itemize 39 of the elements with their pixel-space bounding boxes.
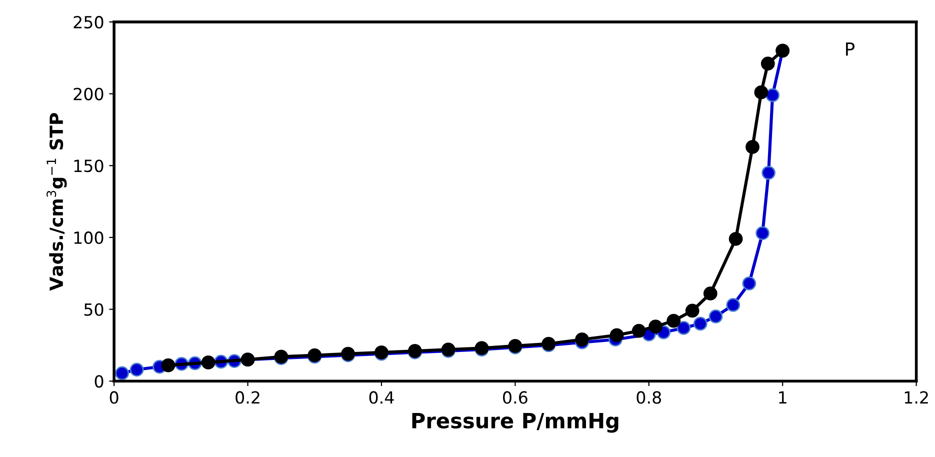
point <box>746 140 760 154</box>
x-tick-label: 1 <box>779 391 786 404</box>
point <box>693 316 708 331</box>
point <box>161 358 176 372</box>
point <box>703 286 718 300</box>
x-tick-label: 0.2 <box>236 391 260 404</box>
annotation: P <box>846 42 855 56</box>
point <box>575 332 589 346</box>
point <box>666 314 681 328</box>
y-tick-label: 150 <box>74 160 104 172</box>
point <box>708 310 723 324</box>
point <box>754 85 768 100</box>
point <box>728 232 743 246</box>
point <box>676 321 691 335</box>
y-tick-label: 50 <box>84 303 104 316</box>
point <box>726 298 740 312</box>
x-tick-label: 0.8 <box>636 391 662 404</box>
y-tick-label: 100 <box>74 231 104 244</box>
y-tick-label: 0 <box>94 375 104 388</box>
point <box>115 366 130 380</box>
x-tick-label: 1.2 <box>904 391 928 404</box>
point <box>610 328 624 342</box>
point <box>760 56 775 71</box>
point <box>632 324 646 338</box>
point <box>762 166 776 180</box>
point <box>766 88 780 102</box>
point <box>130 362 144 377</box>
y-tick-label: 250 <box>74 16 104 29</box>
x-tick-label: 0 <box>110 391 118 404</box>
y-axis-title: Vads./cm$^{3}$g$^{−1}$ STP <box>46 112 67 291</box>
point <box>685 304 700 318</box>
point <box>648 320 663 334</box>
x-tick-label: 0.6 <box>503 391 528 404</box>
point <box>756 226 770 240</box>
x-tick-label: 0.4 <box>369 391 394 404</box>
point <box>742 276 756 290</box>
point <box>201 356 216 370</box>
y-tick-label: 200 <box>74 88 104 100</box>
x-axis-title: Pressure P/mmHg <box>412 413 618 433</box>
